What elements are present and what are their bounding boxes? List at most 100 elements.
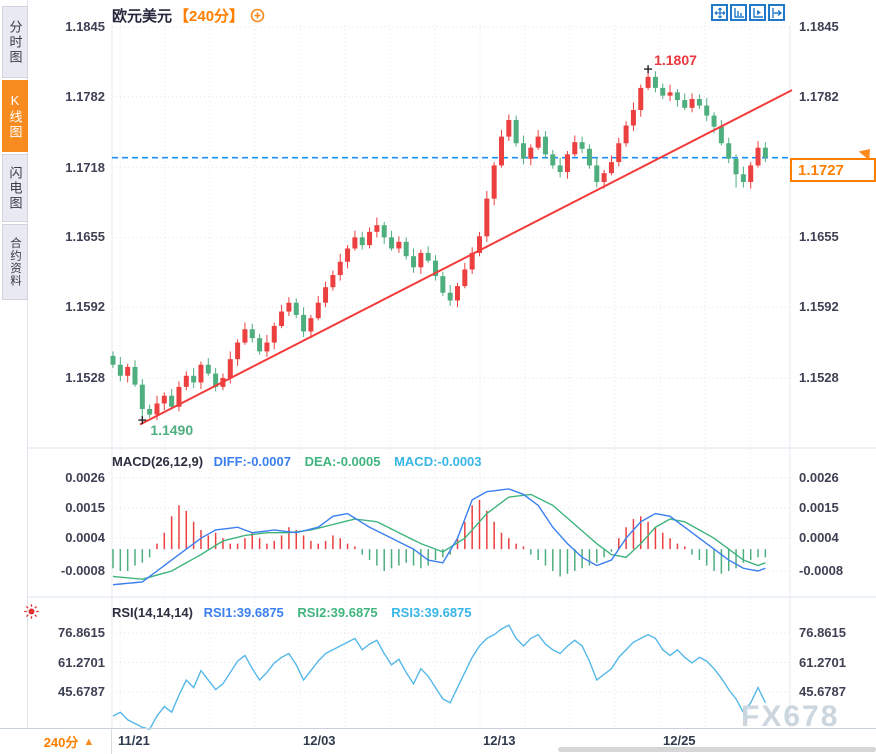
candle-body [520,143,526,159]
candle-body [579,142,585,149]
macd-axis-tick-left: -0.0008 [60,563,105,578]
horizontal-scrollbar-thumb[interactable] [558,747,876,752]
chart-title-row: 欧元美元 【240分】 [112,5,265,25]
candle-body [301,314,307,332]
candle-body [594,165,600,183]
macd-axis-tick-right: -0.0008 [799,563,844,578]
macd-axis-tick-left: 0.0004 [65,530,105,546]
candle-body [139,384,145,410]
candle-body [689,98,695,108]
candle-body [726,143,732,159]
axis-play-icon[interactable] [749,4,766,21]
sidebar-tab-contract-info[interactable]: 合约资料 [2,224,28,300]
sidebar-tab-kline-chart[interactable]: K线图 [2,80,28,152]
candle-body [550,154,556,166]
candle-body [235,342,241,360]
macd-macd-value: MACD:-0.0003 [394,454,482,469]
period-selector-button[interactable]: 240分 ▲ [27,729,112,754]
candle-body [528,147,534,159]
pan-tool-icon[interactable] [711,4,728,21]
candle-body [183,375,189,387]
main-axis-tick-right: 1.1845 [799,19,839,34]
candle-body [498,136,504,166]
watermark: FX678 [741,700,840,733]
candle-body [286,302,292,312]
candle-body [205,364,211,374]
candles-layer [110,69,768,421]
candle-body [117,364,123,376]
sidebar-divider [27,0,28,754]
axis-scale-icon[interactable] [730,4,747,21]
candle-body [389,237,395,249]
candle-body [176,386,182,407]
sidebar-tab-lightning-chart[interactable]: 闪电图 [2,154,28,222]
symbol-name: 欧元美元 [112,7,173,25]
x-axis-date: 12/13 [483,733,516,748]
candle-body [147,409,153,415]
macd-axis-tick-right: 0.0004 [799,530,839,546]
macd-axis-tick-right: 0.0015 [799,500,839,516]
rsi-axis-tick-right: 61.2701 [799,654,846,670]
macd-axis-tick-right: 0.0026 [799,470,839,485]
candle-body [396,241,402,249]
extreme-markers: 1.1807 1.1490 [138,52,697,438]
candle-body [249,329,255,339]
candle-body [359,237,365,246]
dea-line [112,493,766,580]
candle-body [315,302,321,319]
candle-body [484,198,490,237]
main-axis-tick-right: 1.1528 [799,370,839,385]
macd-header[interactable]: MACD(26,12,9) DIFF:-0.0007 DEA:-0.0005 M… [112,454,482,469]
candle-body [608,162,614,174]
rsi3-value: RSI3:39.6875 [391,605,472,620]
candle-body [469,252,475,270]
candle-body [227,359,233,378]
candle-body [616,143,622,163]
candle-body [462,269,468,287]
rsi-axis-tick-right: 45.6787 [799,684,846,699]
candle-body [711,115,717,127]
candle-body [161,395,167,404]
candle-body [630,110,636,126]
sidebar-tab-label: 合约资料 [9,237,21,287]
candle-body [513,120,519,144]
alert-blink-icon[interactable] [23,603,40,620]
candle-body [213,373,219,387]
candle-body [586,148,592,166]
candle-body [733,158,739,175]
candle-body [601,173,607,183]
candle-body [293,302,299,315]
main-axis-tick-left: 1.1718 [65,159,105,175]
candle-body [374,225,380,232]
sidebar-tab-label: 分时图 [7,19,23,65]
candle-body [667,92,673,96]
main-axis-tick-right: 1.1782 [799,88,839,104]
main-axis-tick-left: 1.1655 [65,229,105,245]
candle-body [323,287,329,303]
rsi2-value: RSI2:39.6875 [297,605,378,620]
sidebar-tab-label: K线图 [7,92,23,140]
sidebar-tab-time-chart[interactable]: 分时图 [2,6,28,78]
candle-body [418,252,424,268]
rsi-line [112,624,767,731]
candle-body [506,120,512,137]
candle-body [718,126,724,144]
main-axis-tick-right: 1.1592 [799,299,839,315]
add-indicator-icon[interactable] [250,8,265,23]
candle-body [491,165,497,199]
candle-body [345,248,351,262]
candle-body [557,165,563,173]
candle-body [652,76,658,88]
current-price-tag: 1.1727 [790,158,876,182]
candle-body [704,105,710,116]
rsi-axis-tick-right: 76.8615 [799,625,846,640]
rsi-name: RSI(14,14,14) [112,605,193,620]
candle-body [755,147,761,166]
rsi-header[interactable]: RSI(14,14,14) RSI1:39.6875 RSI2:39.6875 … [112,605,472,620]
diff-line [112,488,766,586]
period-label: 【240分】 [174,7,245,25]
rsi-axis-tick-left: 45.6787 [58,684,105,699]
candle-body [433,260,439,277]
footer-divider [0,728,876,729]
jump-to-latest-icon[interactable] [768,4,785,21]
